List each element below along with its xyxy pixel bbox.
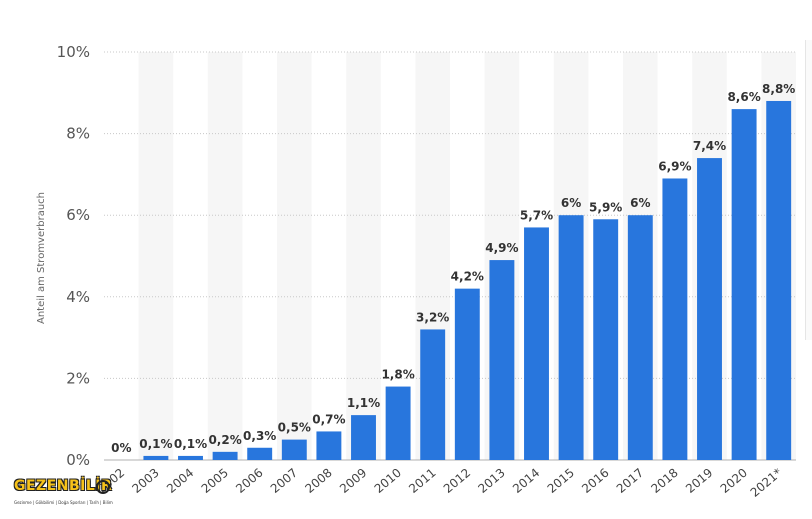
x-tick-label: 2011	[406, 466, 438, 496]
y-tick-label: 10%	[57, 43, 90, 61]
bar[interactable]	[143, 455, 169, 460]
bar[interactable]	[281, 439, 307, 460]
x-tick-label: 2012	[441, 466, 473, 496]
bar[interactable]	[385, 386, 411, 460]
value-label: 6,9%	[658, 159, 691, 173]
bar[interactable]	[316, 431, 342, 460]
value-label: 4,2%	[451, 270, 484, 284]
value-label: 0,7%	[312, 412, 345, 426]
value-label: 1,1%	[347, 396, 380, 410]
logo-brand: GEZENBİLİR	[14, 478, 113, 494]
magnifier-icon	[96, 480, 110, 494]
bar[interactable]	[454, 288, 480, 460]
value-label: 6%	[561, 196, 581, 210]
bar[interactable]	[731, 109, 757, 461]
x-tick-label: 2004	[164, 466, 196, 496]
x-tick-label: 2020	[718, 466, 750, 496]
bars	[143, 100, 792, 461]
x-tick-label: 2005	[199, 466, 231, 496]
background-band	[138, 52, 174, 460]
value-labels: 0% 0,1% 0,1% 0,2% 0,3%0,5%0,7%1,1%1,8%3,2%4,…	[111, 82, 795, 455]
x-tick-label: 2021*	[748, 466, 785, 500]
background-band	[207, 52, 243, 460]
x-tick-label: 2015	[545, 466, 577, 496]
x-tick-label: 2013	[475, 466, 507, 496]
bar[interactable]	[558, 215, 584, 460]
value-label: 3,2%	[416, 310, 449, 324]
bar[interactable]	[420, 329, 446, 460]
y-tick-label: 0%	[66, 451, 90, 469]
x-tick-label: 2009	[337, 466, 369, 496]
value-label: 0,5%	[278, 421, 311, 435]
y-tick-label: 6%	[66, 206, 90, 224]
bar[interactable]	[766, 100, 792, 461]
x-tick-label: 2014	[510, 466, 542, 496]
value-label: 0,2%	[208, 433, 241, 447]
y-axis-label: Anteil am Stromverbrauch	[36, 192, 47, 324]
x-axis-ticks: 2002 2003 2004 2005 2006 2007 2008 2009 2010 2011…	[95, 466, 785, 500]
value-label: 0%	[111, 441, 131, 455]
value-label: 1,8%	[381, 368, 414, 382]
value-label: 4,9%	[485, 241, 518, 255]
x-tick-label: 2003	[129, 466, 161, 496]
value-label: 0,3%	[243, 429, 276, 443]
background-band	[277, 52, 312, 460]
x-tick-label: 2010	[372, 466, 404, 496]
y-tick-label: 2%	[66, 369, 90, 387]
bar[interactable]	[178, 455, 203, 460]
logo-tagline: Gezinme | Gökbilimi | Doğa Sporları | Ta…	[14, 500, 113, 505]
bar[interactable]	[524, 227, 549, 460]
value-label: 5,7%	[520, 208, 553, 222]
x-tick-label: 2006	[233, 466, 265, 496]
value-label: 6%	[630, 196, 650, 210]
x-tick-label: 2016	[579, 466, 611, 496]
value-label: 0,1%	[174, 437, 207, 451]
background-band	[346, 52, 381, 460]
y-tick-label: 4%	[66, 288, 90, 306]
x-tick-label: 2018	[648, 466, 680, 496]
x-tick-label: 2007	[268, 466, 300, 496]
y-tick-label: 8%	[66, 125, 90, 143]
value-label: 0,1%	[139, 437, 172, 451]
watermark-logo: GEZENBİLİR Gezinme | Gökbilimi | Doğa Sp…	[12, 478, 113, 512]
bar[interactable]	[627, 215, 653, 460]
y-axis-ticks: 0% 2% 4% 6% 8% 10%	[57, 43, 90, 469]
bar[interactable]	[593, 219, 619, 460]
bar[interactable]	[247, 447, 273, 460]
x-tick-label: 2017	[614, 466, 646, 496]
bar[interactable]	[489, 260, 515, 460]
bar[interactable]	[697, 158, 722, 460]
value-label: 5,9%	[589, 200, 622, 214]
side-panel-edge	[805, 40, 812, 340]
value-label: 8,6%	[727, 90, 760, 104]
x-tick-label: 2008	[302, 466, 334, 496]
value-label: 8,8%	[762, 82, 795, 96]
bar[interactable]	[662, 178, 688, 461]
bar[interactable]	[212, 451, 238, 460]
value-label: 7,4%	[693, 139, 726, 153]
bar[interactable]	[351, 415, 376, 460]
x-tick-label: 2019	[683, 466, 715, 496]
